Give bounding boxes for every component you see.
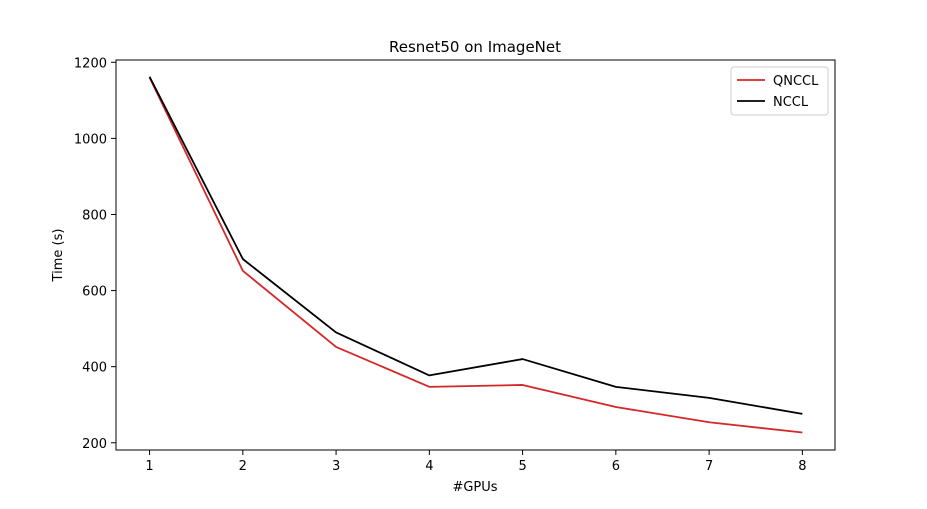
y-axis-label: Time (s): [51, 229, 66, 283]
x-tick-label: 6: [612, 459, 620, 474]
series-line-qnccl: [148, 77, 803, 434]
y-tick-label: 1000: [74, 132, 107, 147]
series-line-nccl: [148, 76, 803, 415]
plot-area: 1 2 3 4 5 6 7 8 200 400 600 800 1000 1200 QNCCL NCCL: [74, 56, 836, 474]
legend-box: [730, 66, 829, 116]
x-tick-label: 3: [332, 459, 340, 474]
x-tick-label: 8: [798, 459, 806, 474]
x-axis-label: #GPUs: [452, 480, 497, 495]
x-tick-label: 2: [239, 459, 247, 474]
y-tick-label: 800: [82, 208, 107, 223]
legend-label-nccl: NCCL: [773, 95, 809, 110]
x-tick-label: 1: [145, 459, 153, 474]
y-tick-label: 1200: [74, 56, 107, 71]
y-tick-label: 600: [82, 285, 107, 300]
x-tick-label: 4: [425, 459, 433, 474]
x-tick-label: 5: [518, 459, 526, 474]
y-tick-label: 400: [82, 361, 107, 376]
legend-label-qnccl: QNCCL: [773, 74, 819, 89]
chart-title: Resnet50 on ImageNet: [389, 38, 561, 56]
axes-frame: [115, 59, 836, 451]
x-tick-label: 7: [705, 459, 713, 474]
y-tick-label: 200: [82, 437, 107, 452]
